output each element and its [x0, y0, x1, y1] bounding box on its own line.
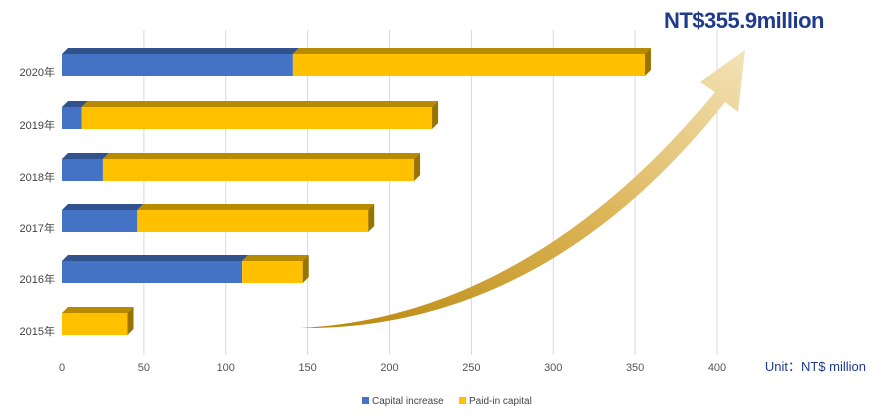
bar-side-paid-in-capital — [368, 204, 375, 232]
gridlines — [143, 30, 718, 355]
bar-top-paid-in-capital — [102, 153, 421, 159]
x-tick-label: 50 — [138, 362, 150, 374]
bar-top-paid-in-capital — [137, 204, 375, 210]
bars — [62, 48, 651, 335]
bar-capital-increase — [62, 107, 82, 129]
bar-side-paid-in-capital — [127, 307, 134, 335]
bar-top-paid-in-capital — [81, 101, 439, 107]
bar-top-capital-increase — [62, 255, 249, 261]
y-category-label: 2015年 — [20, 324, 55, 338]
bar-side-paid-in-capital — [414, 153, 421, 181]
x-tick-label: 0 — [59, 362, 65, 374]
growth-arrow — [300, 50, 745, 329]
bar-top-capital-increase — [62, 153, 109, 159]
bar-capital-increase — [62, 159, 103, 181]
y-category-label: 2020年 — [20, 65, 55, 79]
bar-paid-in-capital — [62, 313, 128, 335]
x-tick-label: 100 — [217, 362, 235, 374]
legend-swatch — [459, 397, 466, 404]
bar-capital-increase — [62, 54, 293, 76]
bar-top-capital-increase — [62, 48, 299, 54]
y-category-label: 2016年 — [20, 272, 55, 286]
bar-side-paid-in-capital — [432, 101, 439, 129]
bar-paid-in-capital — [137, 210, 369, 232]
x-tick-label: 250 — [462, 362, 480, 374]
bar-paid-in-capital — [81, 107, 433, 129]
legend-label: Capital increase — [372, 396, 444, 407]
y-category-label: 2017年 — [20, 221, 55, 235]
bar-top-capital-increase — [62, 204, 144, 210]
legend-swatch — [362, 397, 369, 404]
bar-top-capital-increase — [62, 101, 88, 107]
axis-ticks: 0 50 100 150 200 250 300 350 400 2020年 2019年 2018年 2… — [20, 65, 727, 374]
bar-paid-in-capital — [102, 159, 415, 181]
y-category-label: 2018年 — [20, 170, 55, 184]
bar-top-paid-in-capital — [292, 48, 651, 54]
bar-capital-increase — [62, 261, 243, 283]
bar-top-paid-in-capital — [242, 255, 309, 261]
bar-side-paid-in-capital — [644, 48, 651, 76]
unit-label: Unit：NT$ million — [765, 359, 866, 374]
y-category-label: 2019年 — [20, 118, 55, 132]
bar-paid-in-capital — [242, 261, 303, 283]
legend: Capital increase Paid-in capital — [362, 396, 532, 407]
total-annotation: NT$355.9million — [664, 8, 824, 33]
bar-top-paid-in-capital — [62, 307, 134, 313]
bar-side-paid-in-capital — [302, 255, 309, 283]
x-tick-label: 200 — [380, 362, 398, 374]
x-tick-label: 300 — [544, 362, 562, 374]
bar-capital-increase — [62, 210, 138, 232]
x-tick-label: 400 — [708, 362, 726, 374]
x-tick-label: 150 — [298, 362, 316, 374]
bar-paid-in-capital — [292, 54, 645, 76]
legend-label: Paid-in capital — [469, 396, 532, 407]
x-tick-label: 350 — [626, 362, 644, 374]
